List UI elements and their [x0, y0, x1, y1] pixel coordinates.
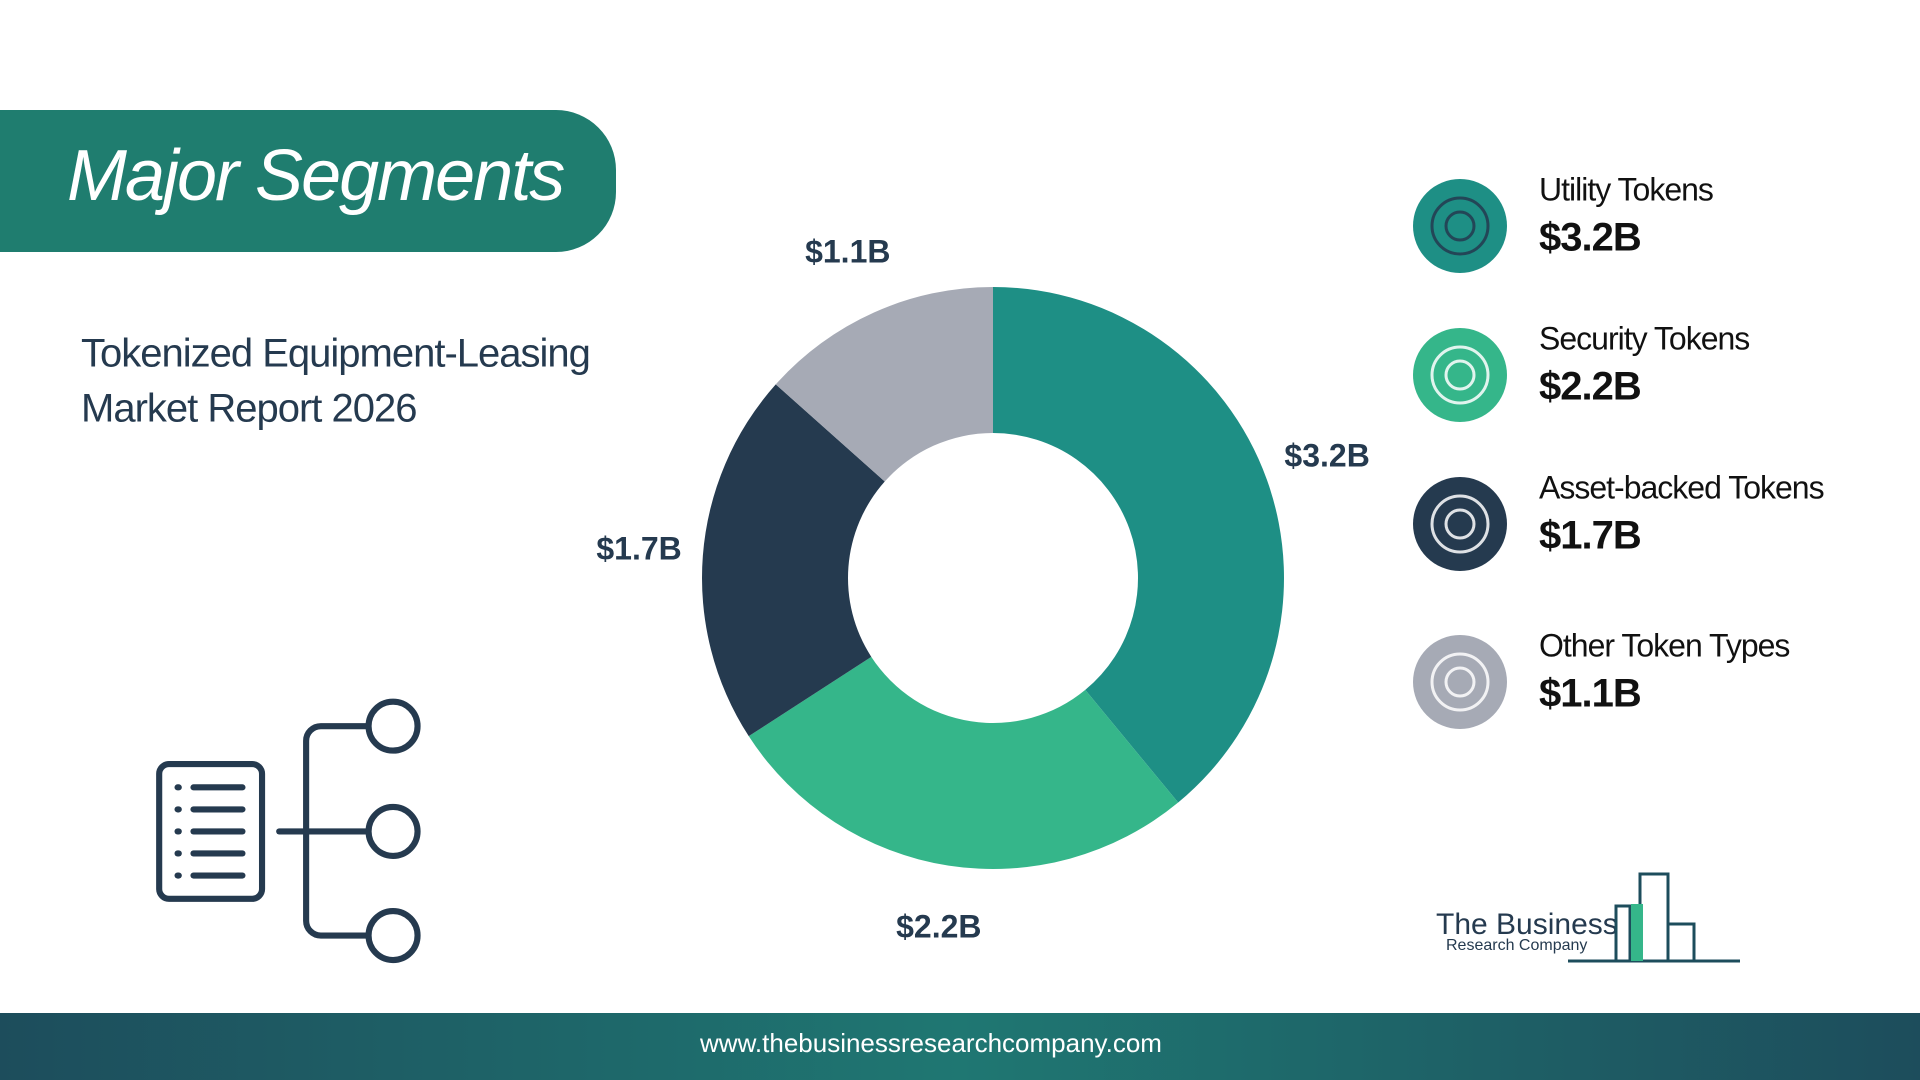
- data-label: $2.2B: [896, 908, 981, 944]
- legend-icon-detail: [1430, 196, 1490, 256]
- legend-icon-detail: [1444, 359, 1476, 391]
- segments-icon: [156, 698, 421, 964]
- legend-icon: [1413, 477, 1507, 571]
- legend-name: Utility Tokens: [1539, 171, 1713, 207]
- donut-slice: [748, 656, 1179, 870]
- legend-icon: [1413, 179, 1507, 273]
- donut-slice: [775, 287, 993, 482]
- legend-value: $3.2B: [1539, 216, 1641, 260]
- data-label: $1.7B: [596, 530, 681, 566]
- logo-mark: [1631, 904, 1643, 961]
- footer-url: www.thebusinessresearchcompany.com: [699, 1028, 1162, 1058]
- footer: [0, 1013, 1920, 1080]
- legend-value: $1.1B: [1539, 672, 1641, 716]
- legend-icon-detail: [1444, 508, 1476, 540]
- legend-icon-detail: [1444, 666, 1476, 698]
- legend-icon-detail: [1430, 345, 1490, 405]
- legend-value: $2.2B: [1539, 365, 1641, 409]
- legend-name: Asset-backed Tokens: [1539, 469, 1824, 505]
- legend-name: Other Token Types: [1539, 627, 1789, 663]
- legend-icon-detail: [1430, 652, 1490, 712]
- legend-icon-detail: [1444, 210, 1476, 242]
- logo-text: The Business: [1436, 908, 1618, 941]
- donut-slice: [993, 287, 1285, 803]
- data-label: $1.1B: [805, 234, 890, 270]
- data-label: $3.2B: [1284, 437, 1369, 473]
- legend-value: $1.7B: [1539, 514, 1641, 558]
- legend-icon: [1413, 635, 1507, 729]
- legend-icon-detail: [1430, 494, 1490, 554]
- donut-slice: [702, 384, 885, 737]
- legend-name: Security Tokens: [1539, 320, 1749, 356]
- subtitle: Tokenized Equipment-Leasing: [81, 332, 590, 376]
- logo-text: Research Company: [1446, 937, 1587, 954]
- logo: The Business Research Company: [1436, 872, 1740, 963]
- title-banner: [0, 110, 616, 252]
- legend-icon: [1413, 328, 1507, 422]
- subtitle: Market Report 2026: [81, 387, 417, 431]
- title: Major Segments: [67, 136, 564, 216]
